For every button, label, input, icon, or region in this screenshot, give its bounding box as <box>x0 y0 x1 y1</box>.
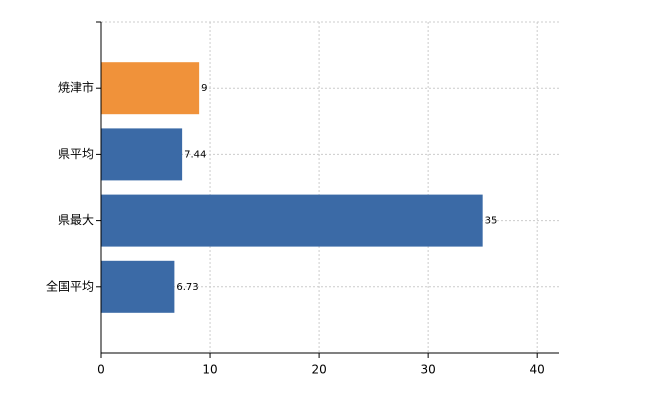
y-tick-label: 県最大 <box>58 213 94 227</box>
x-tick-label: 30 <box>421 363 436 377</box>
value-label: 9 <box>201 83 207 94</box>
y-tick-label: 県平均 <box>58 147 94 161</box>
value-label: 7.44 <box>184 149 206 160</box>
y-tick-label: 焼津市 <box>58 80 94 95</box>
x-tick-label: 0 <box>97 363 105 377</box>
value-label: 6.73 <box>176 282 198 293</box>
x-tick-label: 20 <box>311 363 326 377</box>
bar <box>101 194 483 247</box>
bar <box>101 62 200 115</box>
bar <box>101 128 183 181</box>
x-tick-label: 10 <box>202 363 217 377</box>
x-tick-label: 40 <box>530 363 545 377</box>
bar <box>101 260 175 313</box>
y-tick-label: 全国平均 <box>46 278 94 293</box>
value-label: 35 <box>485 216 498 227</box>
